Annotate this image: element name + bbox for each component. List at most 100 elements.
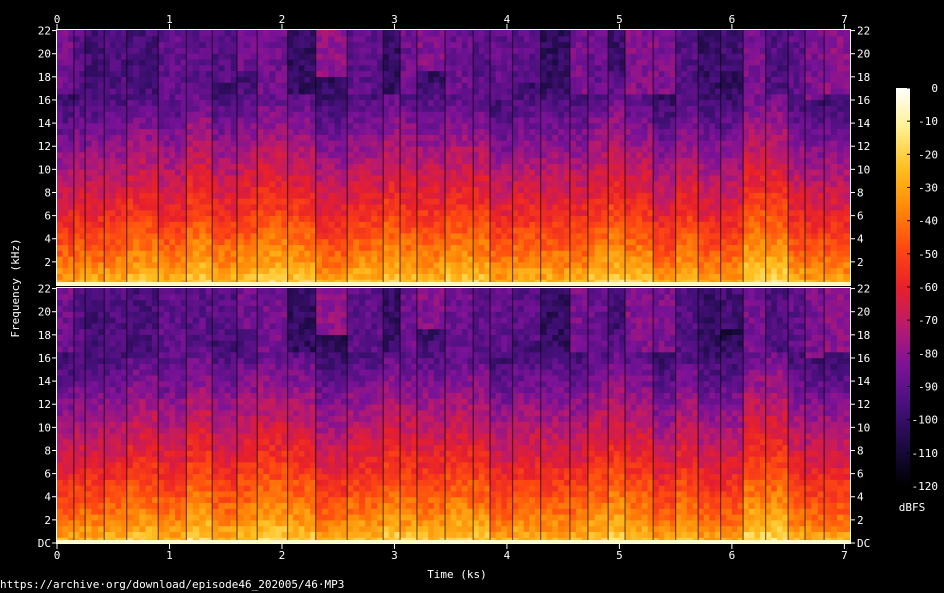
- spectrogram-cell: [250, 169, 258, 176]
- spectrogram-cell: [79, 198, 86, 205]
- spectrogram-cell: [139, 64, 147, 72]
- spectrogram-cell: [293, 209, 300, 217]
- spectrogram-cell: [619, 122, 626, 130]
- spectrogram-cell: [664, 111, 671, 118]
- spectrogram-cell: [658, 111, 665, 118]
- spectrogram-cell: [575, 261, 583, 269]
- spectrogram-cell: [353, 221, 360, 228]
- spectrogram-cell: [535, 99, 542, 106]
- spectrogram-cell: [641, 244, 649, 251]
- spectrogram-cell: [371, 134, 378, 141]
- spectrogram-cell: [558, 111, 565, 118]
- spectrogram-cell: [347, 261, 354, 269]
- spectrogram-cell: [709, 53, 716, 60]
- spectrogram-cell: [450, 134, 457, 141]
- spectrogram-cell: [439, 116, 446, 124]
- spectrogram-cell: [257, 256, 264, 263]
- spectrogram-cell: [540, 209, 548, 217]
- spectrogram-cell: [158, 267, 165, 275]
- spectrogram-cell: [257, 221, 264, 228]
- spectrogram-cell: [365, 128, 372, 135]
- spectrogram-cell: [484, 82, 491, 89]
- spectrogram-cell: [670, 111, 677, 118]
- spectrogram-cell: [445, 169, 452, 176]
- spectrogram-cell: [250, 105, 258, 112]
- spectrogram-cell: [175, 58, 182, 66]
- spectrogram-cell: [450, 140, 457, 147]
- spectrogram-cell: [495, 273, 502, 280]
- spectrogram-cell: [523, 140, 531, 147]
- spectrogram-cell: [145, 256, 153, 263]
- spectrogram-cell: [298, 134, 306, 141]
- spectrogram-cell: [347, 244, 354, 251]
- spectrogram-cell: [613, 227, 621, 234]
- spectrogram-cell: [445, 116, 452, 124]
- spectrogram-cell: [371, 157, 378, 164]
- spectrogram-cell: [581, 58, 589, 66]
- spectrogram-cell: [675, 116, 682, 124]
- spectrogram-cell: [473, 163, 480, 170]
- spectrogram-cell: [365, 70, 372, 77]
- spectrogram-cell: [546, 186, 553, 193]
- spectrogram-cell: [186, 238, 194, 246]
- spectrogram-cell: [186, 192, 194, 199]
- spectrogram-cell: [478, 70, 486, 77]
- spectrogram-cell: [575, 105, 583, 112]
- spectrogram-cell: [608, 140, 615, 147]
- spectrogram-cell: [698, 180, 705, 188]
- spectrogram-cell: [192, 35, 200, 43]
- spectrogram-cell: [293, 58, 300, 66]
- spectrogram-cell: [180, 250, 187, 257]
- spectrogram-cell: [416, 116, 424, 124]
- spectrogram-cell: [608, 47, 615, 54]
- spectrogram-cell: [445, 267, 452, 275]
- spectrogram-cell: [405, 47, 412, 54]
- spectrogram-cell: [104, 140, 111, 147]
- spectrogram-cell: [552, 198, 559, 205]
- spectrogram-cell: [328, 227, 336, 234]
- spectrogram-cell: [512, 82, 519, 89]
- spectrogram-cell: [304, 169, 311, 176]
- spectrogram-cell: [133, 180, 140, 188]
- spectrogram-cell: [512, 116, 519, 124]
- spectrogram-cell: [328, 70, 336, 77]
- spectrogram-cell: [686, 215, 694, 222]
- spectrogram-cell: [405, 203, 412, 211]
- spectrogram-cell: [269, 116, 277, 124]
- spectrogram-cell: [257, 76, 264, 83]
- spectrogram-cell: [275, 151, 283, 159]
- spectrogram-cell: [334, 227, 342, 234]
- spectrogram-cell: [456, 87, 463, 95]
- spectrogram-cell: [293, 87, 300, 95]
- spectrogram-cell: [558, 35, 565, 43]
- spectrogram-cell: [433, 82, 441, 89]
- spectrogram-cell: [594, 192, 603, 199]
- spectrogram-cell: [377, 122, 384, 130]
- spectrogram-cell: [236, 82, 245, 89]
- spectrogram-cell: [658, 169, 665, 176]
- spectrogram-cell: [564, 157, 571, 164]
- spectrogram-cell: [104, 134, 111, 141]
- spectrogram-cell: [715, 227, 722, 234]
- spectrogram-cell: [212, 122, 220, 130]
- spectrogram-cell: [243, 111, 252, 118]
- spectrogram-cell: [428, 261, 435, 269]
- spectrogram-cell: [293, 163, 300, 170]
- spectrogram-cell: [388, 93, 396, 101]
- spectrogram-cell: [686, 105, 694, 112]
- spectrogram-cell: [133, 157, 140, 164]
- spectrogram-cell: [340, 58, 348, 66]
- spectrogram-cell: [428, 122, 435, 130]
- spectrogram-cell: [658, 105, 665, 112]
- spectrogram-cell: [467, 70, 474, 77]
- spectrogram-cell: [353, 41, 360, 48]
- spectrogram-cell: [126, 70, 134, 77]
- spectrogram-cell: [218, 122, 226, 130]
- spectrogram-cell: [411, 140, 418, 147]
- spectrogram-cell: [569, 76, 577, 83]
- spectrogram-cell: [186, 41, 194, 48]
- spectrogram-cell: [512, 47, 519, 54]
- spectrogram-cell: [681, 227, 688, 234]
- spectrogram-cell: [287, 105, 294, 112]
- spectrogram-cell: [371, 203, 378, 211]
